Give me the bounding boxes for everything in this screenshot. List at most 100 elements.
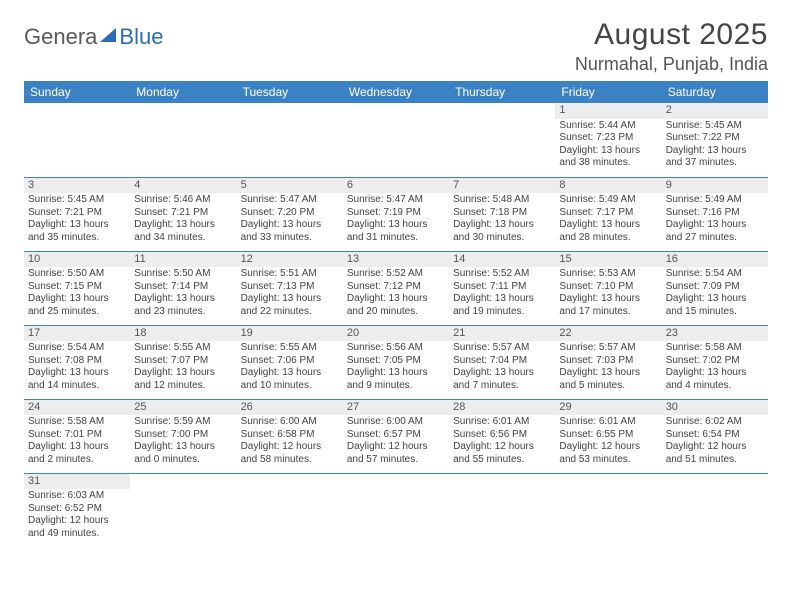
daylight-text: Daylight: 13 hours [347, 367, 445, 380]
daylight-text: Daylight: 13 hours [28, 293, 126, 306]
calendar-day-cell: 3Sunrise: 5:45 AMSunset: 7:21 PMDaylight… [24, 177, 130, 251]
day-number: 17 [24, 326, 130, 342]
sunset-text: Sunset: 6:56 PM [453, 429, 551, 442]
daylight-text: and 23 minutes. [134, 306, 232, 319]
daylight-text: and 0 minutes. [134, 454, 232, 467]
daylight-text: Daylight: 13 hours [559, 367, 657, 380]
calendar-day-cell: 31Sunrise: 6:03 AMSunset: 6:52 PMDayligh… [24, 473, 130, 547]
calendar-week-row: 31Sunrise: 6:03 AMSunset: 6:52 PMDayligh… [24, 473, 768, 547]
sunrise-text: Sunrise: 5:59 AM [134, 416, 232, 429]
calendar-day-cell: 6Sunrise: 5:47 AMSunset: 7:19 PMDaylight… [343, 177, 449, 251]
calendar-day-cell [237, 103, 343, 177]
sunrise-text: Sunrise: 5:45 AM [666, 120, 764, 133]
daylight-text: Daylight: 13 hours [666, 145, 764, 158]
weekday-header-row: Sunday Monday Tuesday Wednesday Thursday… [24, 81, 768, 103]
calendar-day-cell: 19Sunrise: 5:55 AMSunset: 7:06 PMDayligh… [237, 325, 343, 399]
daylight-text: and 20 minutes. [347, 306, 445, 319]
daylight-text: and 35 minutes. [28, 232, 126, 245]
sunset-text: Sunset: 6:55 PM [559, 429, 657, 442]
sunrise-text: Sunrise: 5:49 AM [666, 194, 764, 207]
sunset-text: Sunset: 7:14 PM [134, 281, 232, 294]
daylight-text: Daylight: 13 hours [28, 219, 126, 232]
sunset-text: Sunset: 7:03 PM [559, 355, 657, 368]
daylight-text: Daylight: 13 hours [134, 441, 232, 454]
sunrise-text: Sunrise: 5:58 AM [28, 416, 126, 429]
day-number: 6 [343, 178, 449, 194]
calendar-day-cell: 18Sunrise: 5:55 AMSunset: 7:07 PMDayligh… [130, 325, 236, 399]
sunrise-text: Sunrise: 5:54 AM [28, 342, 126, 355]
calendar-week-row: 3Sunrise: 5:45 AMSunset: 7:21 PMDaylight… [24, 177, 768, 251]
location-subtitle: Nurmahal, Punjab, India [575, 54, 768, 75]
sunset-text: Sunset: 7:12 PM [347, 281, 445, 294]
sunset-text: Sunset: 7:13 PM [241, 281, 339, 294]
sunset-text: Sunset: 7:09 PM [666, 281, 764, 294]
sunset-text: Sunset: 7:07 PM [134, 355, 232, 368]
weekday-header: Thursday [449, 81, 555, 103]
weekday-header: Monday [130, 81, 236, 103]
calendar-day-cell: 29Sunrise: 6:01 AMSunset: 6:55 PMDayligh… [555, 399, 661, 473]
calendar-day-cell [662, 473, 768, 547]
calendar-day-cell: 12Sunrise: 5:51 AMSunset: 7:13 PMDayligh… [237, 251, 343, 325]
sunrise-text: Sunrise: 5:58 AM [666, 342, 764, 355]
daylight-text: and 22 minutes. [241, 306, 339, 319]
weekday-header: Wednesday [343, 81, 449, 103]
daylight-text: and 25 minutes. [28, 306, 126, 319]
sunset-text: Sunset: 6:54 PM [666, 429, 764, 442]
sunset-text: Sunset: 7:01 PM [28, 429, 126, 442]
day-number: 2 [662, 103, 768, 119]
day-number: 4 [130, 178, 236, 194]
sunset-text: Sunset: 7:11 PM [453, 281, 551, 294]
daylight-text: and 7 minutes. [453, 380, 551, 393]
weekday-header: Saturday [662, 81, 768, 103]
sunset-text: Sunset: 7:06 PM [241, 355, 339, 368]
sunrise-text: Sunrise: 5:44 AM [559, 120, 657, 133]
daylight-text: and 14 minutes. [28, 380, 126, 393]
daylight-text: Daylight: 13 hours [559, 145, 657, 158]
daylight-text: and 33 minutes. [241, 232, 339, 245]
calendar-table: Sunday Monday Tuesday Wednesday Thursday… [24, 81, 768, 547]
calendar-week-row: 1Sunrise: 5:44 AMSunset: 7:23 PMDaylight… [24, 103, 768, 177]
daylight-text: Daylight: 12 hours [666, 441, 764, 454]
day-number: 23 [662, 326, 768, 342]
daylight-text: Daylight: 12 hours [28, 515, 126, 528]
sunrise-text: Sunrise: 5:56 AM [347, 342, 445, 355]
sunset-text: Sunset: 7:16 PM [666, 207, 764, 220]
daylight-text: and 34 minutes. [134, 232, 232, 245]
calendar-week-row: 17Sunrise: 5:54 AMSunset: 7:08 PMDayligh… [24, 325, 768, 399]
day-number: 9 [662, 178, 768, 194]
daylight-text: Daylight: 13 hours [453, 293, 551, 306]
sunrise-text: Sunrise: 5:50 AM [134, 268, 232, 281]
calendar-day-cell [343, 103, 449, 177]
calendar-day-cell: 21Sunrise: 5:57 AMSunset: 7:04 PMDayligh… [449, 325, 555, 399]
calendar-day-cell [343, 473, 449, 547]
sunset-text: Sunset: 7:18 PM [453, 207, 551, 220]
daylight-text: and 19 minutes. [453, 306, 551, 319]
daylight-text: and 53 minutes. [559, 454, 657, 467]
calendar-day-cell: 28Sunrise: 6:01 AMSunset: 6:56 PMDayligh… [449, 399, 555, 473]
sunset-text: Sunset: 7:02 PM [666, 355, 764, 368]
calendar-day-cell: 26Sunrise: 6:00 AMSunset: 6:58 PMDayligh… [237, 399, 343, 473]
daylight-text: and 15 minutes. [666, 306, 764, 319]
sunset-text: Sunset: 7:04 PM [453, 355, 551, 368]
daylight-text: Daylight: 12 hours [241, 441, 339, 454]
daylight-text: Daylight: 13 hours [28, 367, 126, 380]
daylight-text: Daylight: 13 hours [666, 219, 764, 232]
daylight-text: and 2 minutes. [28, 454, 126, 467]
sunrise-text: Sunrise: 6:00 AM [347, 416, 445, 429]
calendar-day-cell: 1Sunrise: 5:44 AMSunset: 7:23 PMDaylight… [555, 103, 661, 177]
sunset-text: Sunset: 7:21 PM [134, 207, 232, 220]
sunset-text: Sunset: 7:05 PM [347, 355, 445, 368]
daylight-text: Daylight: 13 hours [134, 219, 232, 232]
daylight-text: and 38 minutes. [559, 157, 657, 170]
daylight-text: and 27 minutes. [666, 232, 764, 245]
calendar-day-cell [24, 103, 130, 177]
calendar-day-cell [449, 103, 555, 177]
sunrise-text: Sunrise: 5:53 AM [559, 268, 657, 281]
day-number: 30 [662, 400, 768, 416]
day-number: 7 [449, 178, 555, 194]
daylight-text: Daylight: 13 hours [134, 367, 232, 380]
daylight-text: Daylight: 13 hours [241, 219, 339, 232]
daylight-text: Daylight: 13 hours [666, 367, 764, 380]
sunrise-text: Sunrise: 5:51 AM [241, 268, 339, 281]
logo-text-1: Genera [24, 24, 97, 50]
